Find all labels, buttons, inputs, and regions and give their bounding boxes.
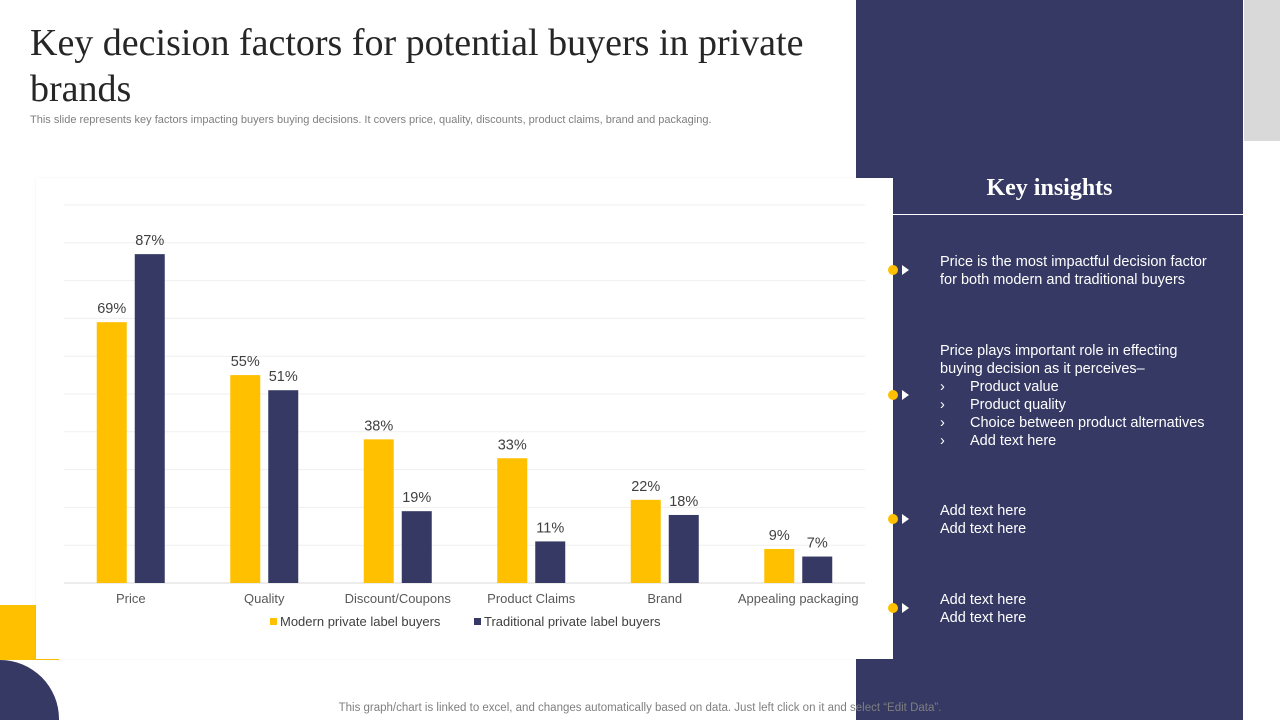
insight-line: for both modern and traditional buyers [940,272,1186,288]
x-tick-label: Appealing packaging [738,591,859,606]
bar[interactable] [668,514,699,583]
x-tick-label: Brand [647,591,682,606]
insight-marker-2 [888,388,912,402]
page-title: Key decision factors for potential buyer… [30,22,804,110]
insight-marker-1 [888,263,912,277]
bar[interactable] [497,458,528,583]
bar-chart[interactable]: 69% 87% Price 55% 51% Quality 38% 19% Discount/C… [36,178,893,659]
page-subtitle: This slide represents key factors impact… [30,114,712,126]
bar[interactable] [802,556,833,583]
data-label: 69% [97,301,126,317]
insight-bullet: › Choice between product alternatives [940,415,1205,431]
insight-line: Add text here [940,503,1027,519]
play-arrow-icon [902,514,909,524]
decorative-gray-strip [1244,0,1280,141]
bar[interactable] [401,511,432,583]
insight-marker-3 [888,512,912,526]
data-label: 7% [807,536,828,552]
insight-line: Price is the most impactful decision fac… [940,254,1207,270]
insight-line: Add text here [940,610,1027,626]
data-label: 9% [769,528,790,544]
insight-bullet-list: › Product value › Product quality › Choice … [940,378,1230,450]
data-label: 11% [536,520,564,536]
data-label: 22% [631,479,660,495]
insight-line: Add text here [940,592,1027,608]
chevron-right-icon: › [940,433,945,449]
data-label: 33% [498,437,527,453]
bar[interactable] [363,439,394,583]
bar[interactable] [230,375,261,583]
chevron-right-icon: › [940,415,945,431]
x-tick-label: Quality [244,591,285,606]
play-arrow-icon [902,603,909,613]
insights-divider [893,214,1243,215]
data-label: 55% [231,354,260,370]
data-label: 87% [135,233,164,249]
insight-item-3: Add text here Add text here [940,502,1230,538]
chevron-right-icon: › [940,379,945,395]
data-label: 19% [402,490,431,506]
insight-item-2: Price plays important role in effecting … [940,342,1230,450]
bar[interactable] [96,322,127,583]
data-label: 38% [364,418,393,434]
x-tick-label: Discount/Coupons [345,591,452,606]
insight-bullet: › Product quality [940,397,1066,413]
bar[interactable] [268,390,299,583]
insight-marker-4 [888,601,912,615]
legend-entry: Traditional private label buyers [484,614,661,629]
legend-swatch [270,618,277,625]
insight-bullet: › Add text here [940,433,1057,449]
bar[interactable] [630,499,661,583]
insight-item-1: Price is the most impactful decision fac… [940,253,1230,289]
bar[interactable] [535,541,566,583]
play-arrow-icon [902,265,909,275]
legend-swatch [474,618,481,625]
x-tick-label: Price [116,591,146,606]
play-arrow-icon [902,390,909,400]
chevron-right-icon: › [940,397,945,413]
insight-item-4: Add text here Add text here [940,591,1230,627]
insight-line: Price plays important role in effecting [940,343,1178,359]
x-tick-label: Product Claims [487,591,576,606]
legend-entry: Modern private label buyers [280,614,441,629]
insights-title: Key insights [986,175,1113,201]
bar[interactable] [764,548,795,583]
insight-bullet: › Product value [940,379,1059,395]
footer-note: This graph/chart is linked to excel, and… [338,702,942,714]
data-label: 51% [269,369,298,385]
insights-panel-background [856,0,1243,720]
insight-line: buying decision as it perceives– [940,361,1145,377]
insight-line: Add text here [940,521,1027,537]
data-label: 18% [669,494,698,510]
chart-card[interactable]: 69% 87% Price 55% 51% Quality 38% 19% Discount/C… [36,178,893,659]
bar[interactable] [134,254,165,583]
